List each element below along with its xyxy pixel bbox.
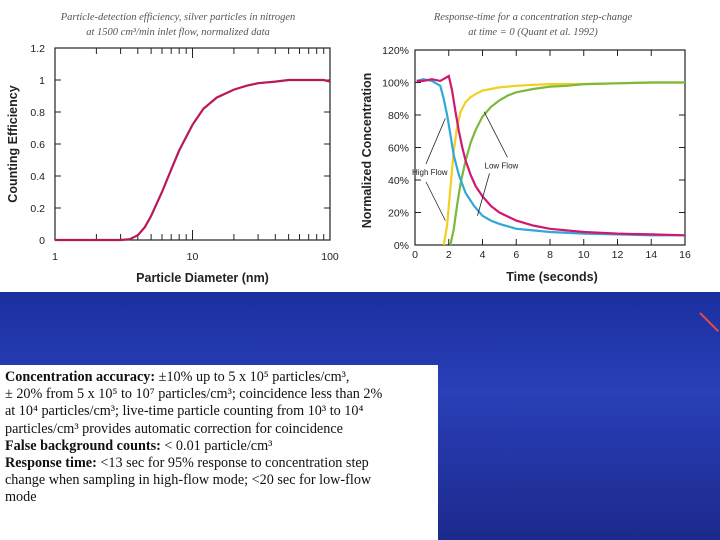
annotation-high-flow: High Flow xyxy=(412,168,448,177)
x-tick-label: 4 xyxy=(480,249,486,261)
spec-line-7: change when sampling in high-flow mode; … xyxy=(5,472,372,489)
x-tick-label: 100 xyxy=(321,251,339,263)
chart-area: Particle-detection efficiency, silver pa… xyxy=(6,12,691,285)
efficiency-chart: Particle-detection efficiency, silver pa… xyxy=(6,12,339,285)
x-axis-label: Particle Diameter (nm) xyxy=(136,271,269,285)
spec-text-1: ±10% up to 5 x 10⁵ particles/cm³, xyxy=(155,369,350,385)
y-tick-label: 100% xyxy=(382,78,409,90)
x-tick-label: 12 xyxy=(612,249,624,261)
y-tick-label: 0.4 xyxy=(30,171,45,183)
response-series-line xyxy=(449,81,685,246)
spec-line-4: particles/cm³ provides automatic correct… xyxy=(5,420,343,437)
spec-text-5: < 0.01 particle/cm³ xyxy=(160,437,273,454)
response-time-chart: Response-time for a concentration step-c… xyxy=(360,12,691,284)
y-tick-label: 120% xyxy=(382,45,409,57)
x-tick-label: 1 xyxy=(52,251,58,263)
x-tick-label: 6 xyxy=(513,249,519,261)
response-series-line xyxy=(442,81,685,246)
x-tick-label: 14 xyxy=(645,249,657,261)
y-tick-label: 80% xyxy=(388,110,409,122)
y-axis-label: Normalized Concentration xyxy=(360,73,374,229)
specifications-box: Concentration accuracy: ±10% up to 5 x 1… xyxy=(0,365,438,540)
y-tick-label: 0.6 xyxy=(30,139,45,151)
spec-label-accuracy: Concentration accuracy: xyxy=(5,369,156,385)
response-series-line xyxy=(416,78,685,237)
spec-label-background: False background counts: xyxy=(5,437,161,454)
y-tick-label: 20% xyxy=(388,208,409,220)
spec-line-6: Response time: <13 sec for 95% response … xyxy=(5,455,438,472)
spec-text-6: <13 sec for 95% response to concentratio… xyxy=(96,455,369,472)
annotation-pointer xyxy=(425,181,446,221)
response-series-line xyxy=(416,74,686,237)
efficiency-series-line xyxy=(55,78,331,242)
spec-line-2: ± 20% from 5 x 10⁵ to 10⁷ particles/cm³;… xyxy=(5,386,383,403)
y-tick-label: 0.2 xyxy=(30,203,45,215)
y-tick-label: 0.8 xyxy=(30,107,45,119)
y-tick-label: 0% xyxy=(394,240,409,252)
spec-label-response: Response time: xyxy=(5,455,97,472)
y-tick-label: 1.2 xyxy=(30,43,45,55)
x-tick-label: 10 xyxy=(187,251,199,263)
chart-title: Particle-detection efficiency, silver pa… xyxy=(60,12,296,23)
x-tick-label: 10 xyxy=(578,249,590,261)
x-tick-label: 0 xyxy=(412,249,418,261)
annotation-pointer xyxy=(483,111,508,158)
spec-line-8: mode xyxy=(5,489,37,506)
spec-line-1: Concentration accuracy: ±10% up to 5 x 1… xyxy=(5,369,438,386)
x-tick-label: 16 xyxy=(679,249,691,261)
y-tick-label: 60% xyxy=(388,143,409,155)
plot-frame xyxy=(54,47,331,241)
annotation-pointer xyxy=(477,173,490,216)
x-axis-label: Time (seconds) xyxy=(506,270,597,284)
chart-subtitle: at time = 0 (Quant et al. 1992) xyxy=(468,27,598,38)
chart-subtitle: at 1500 cm³/min inlet flow, normalized d… xyxy=(86,27,270,38)
y-tick-label: 1 xyxy=(39,75,45,87)
annotation-low-flow: Low Flow xyxy=(485,161,519,170)
annotation-pointer xyxy=(425,118,446,165)
y-tick-label: 40% xyxy=(388,175,409,187)
x-tick-label: 2 xyxy=(446,249,452,261)
x-tick-label: 8 xyxy=(547,249,553,261)
y-tick-label: 0 xyxy=(39,235,45,247)
chart-title: Response-time for a concentration step-c… xyxy=(433,12,633,23)
y-axis-label: Counting Efficiency xyxy=(6,85,20,202)
spec-line-5: False background counts: < 0.01 particle… xyxy=(5,438,438,455)
spec-line-3: at 10⁴ particles/cm³; live-time particle… xyxy=(5,403,364,420)
